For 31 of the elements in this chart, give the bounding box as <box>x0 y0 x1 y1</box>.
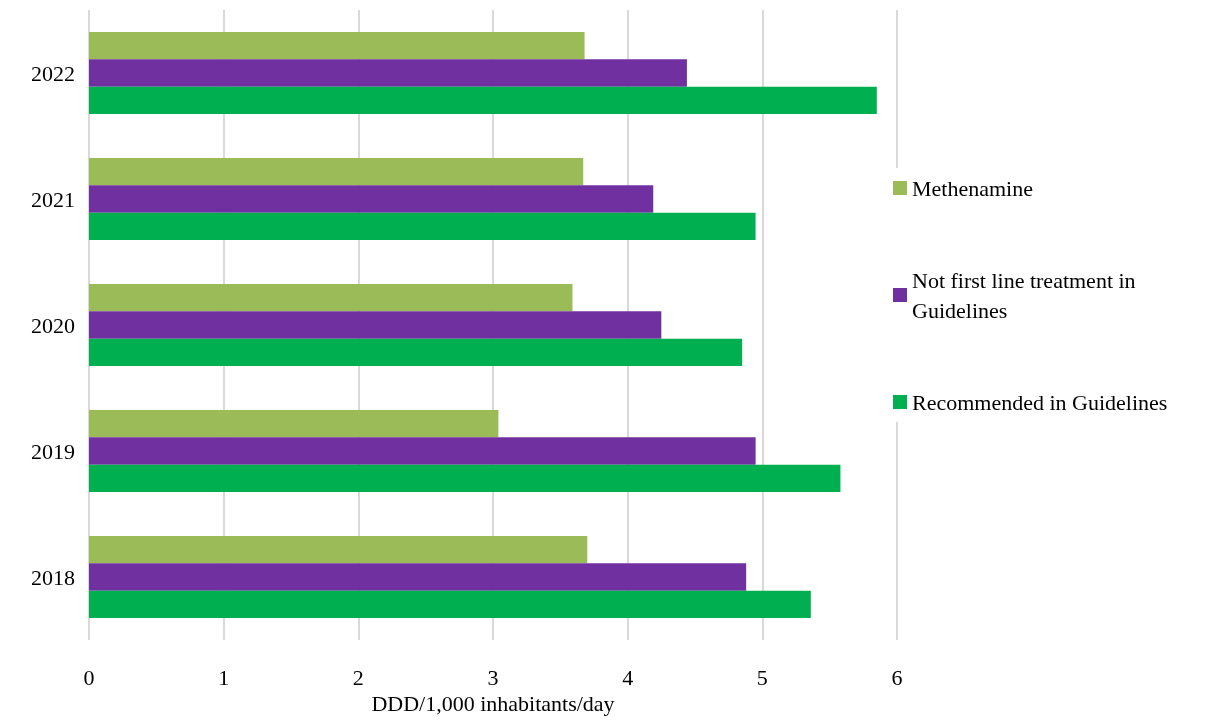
legend-label: Recommended in Guidelines <box>912 389 1168 415</box>
x-tick-label: 3 <box>487 664 499 690</box>
bar <box>89 86 877 114</box>
y-tick-label: 2020 <box>31 312 75 338</box>
x-tick-label: 6 <box>891 664 903 690</box>
bar <box>89 212 756 240</box>
bar <box>89 410 499 438</box>
bar <box>89 437 756 465</box>
x-tick-label: 5 <box>756 664 768 690</box>
bar <box>89 158 584 186</box>
bar <box>89 563 747 591</box>
bar <box>89 284 573 312</box>
bar <box>89 536 588 564</box>
bar <box>89 338 743 366</box>
bar <box>89 32 585 60</box>
bar <box>89 59 687 87</box>
y-tick-label: 2018 <box>31 564 75 590</box>
x-tick-label: 4 <box>622 664 634 690</box>
x-tick-label: 0 <box>83 664 95 690</box>
bar <box>89 311 662 339</box>
bar <box>89 464 841 492</box>
y-tick-label: 2019 <box>31 438 75 464</box>
bar <box>89 590 811 618</box>
bar <box>89 185 654 213</box>
legend-label: Methenamine <box>912 175 1033 201</box>
x-tick-label: 2 <box>352 664 364 690</box>
legend-label: Not first line treatment in Guidelines <box>912 267 1142 323</box>
x-axis-title: DDD/1,000 inhabitants/day <box>371 691 615 717</box>
y-tick-label: 2022 <box>31 60 75 86</box>
x-tick-label: 1 <box>218 664 230 690</box>
y-tick-label: 2021 <box>31 186 75 212</box>
